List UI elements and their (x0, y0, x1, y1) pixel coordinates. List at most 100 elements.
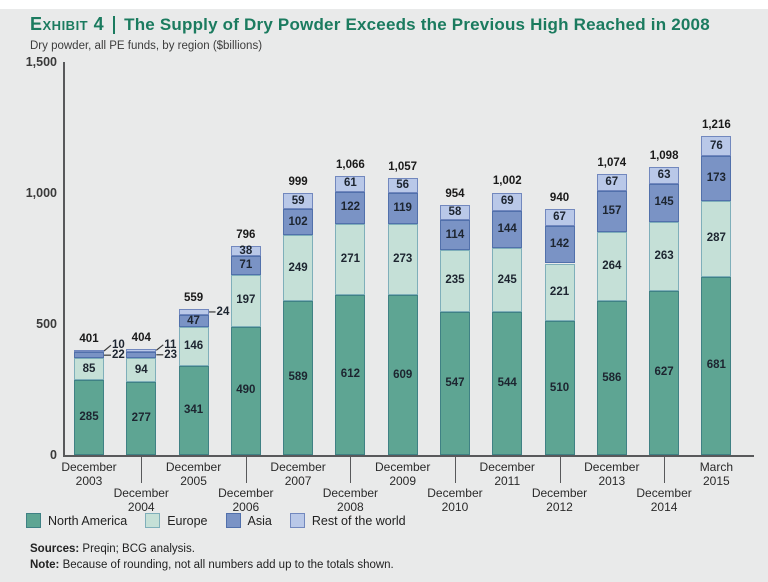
segment-value-label: 249 (288, 261, 308, 274)
x-axis-label-year: 2004 (127, 499, 155, 514)
bar-segment-rest-of-the-world (283, 193, 314, 209)
x-axis-label-year: 2010 (441, 499, 469, 514)
segment-value-label: 235 (445, 274, 465, 287)
bar-total-label: 796 (236, 229, 256, 242)
y-axis-tick-label: 1,000 (25, 186, 57, 200)
top-white-strip (0, 0, 768, 9)
segment-value-label: 61 (343, 177, 357, 190)
bar-segment-europe (387, 223, 418, 296)
bar-segment-europe (701, 201, 732, 277)
bar-total-label: 1,066 (336, 158, 365, 171)
segment-value-label-external: 23 (164, 348, 178, 361)
bar-total-label: 559 (183, 291, 204, 304)
x-axis-label-year: 2006 (232, 499, 260, 514)
segment-value-label: 144 (497, 222, 517, 235)
bar-segment-north-america (74, 380, 104, 455)
x-axis-label: December 2003 (47, 460, 131, 488)
x-axis-label: December 2005 (152, 460, 236, 488)
legend-item: Rest of the world (289, 513, 406, 528)
bar-segment-asia (387, 192, 418, 224)
page-title: The Supply of Dry Powder Exceeds the Pre… (124, 14, 710, 34)
segment-value-label: 277 (131, 412, 151, 425)
bar-segment-north-america (596, 301, 627, 455)
segment-value-label: 85 (82, 362, 96, 375)
bar-total-label: 999 (288, 176, 308, 189)
x-axis-label: December 2014 (622, 486, 706, 514)
segment-value-label: 544 (497, 377, 517, 390)
legend-swatch-north-america (26, 513, 41, 528)
bar-segment-asia (596, 191, 627, 233)
bar-segment-europe (649, 221, 680, 291)
x-axis-label: December 2013 (570, 460, 654, 488)
x-axis-label: December 2007 (256, 460, 340, 488)
x-axis-tick (664, 456, 666, 483)
segment-value-label: 94 (134, 363, 148, 376)
segment-value-label: 263 (654, 249, 674, 262)
sources-line: Sources: Preqin; BCG analysis. (30, 542, 394, 558)
legend-item: Europe (145, 513, 208, 528)
exhibit-label: Exhibit 4 (30, 14, 105, 34)
bar-total-label: 1,057 (388, 161, 418, 174)
x-axis-label-year: 2015 (703, 473, 730, 488)
x-axis-label: December 2012 (518, 486, 602, 514)
x-axis-label: December 2008 (308, 486, 392, 514)
segment-value-label: 146 (183, 340, 204, 353)
bar-segment-rest-of-the-world (178, 308, 209, 316)
bar-segment-rest-of-the-world (492, 192, 523, 211)
y-axis-tick-label: 0 (50, 448, 57, 462)
bar-segment-north-america (335, 294, 366, 455)
segment-value-label-external: 11 (164, 338, 177, 351)
bar-segment-europe (178, 327, 209, 366)
bar-segment-europe (335, 223, 366, 295)
bar-segment-europe (126, 357, 157, 383)
bar-segment-north-america (126, 382, 157, 455)
x-axis-label-year: 2012 (546, 499, 573, 514)
segment-value-label: 63 (657, 169, 671, 182)
bar-total-label: 940 (549, 191, 570, 204)
segment-value-label: 221 (549, 285, 570, 298)
y-axis-tick-label: 1,500 (25, 55, 57, 69)
segment-value-label: 589 (288, 371, 308, 384)
segment-value-label: 681 (706, 359, 726, 372)
segment-value-label: 119 (393, 201, 412, 214)
segment-value-label: 102 (288, 215, 308, 228)
segment-value-label: 264 (602, 260, 622, 273)
x-axis-label-month: March (699, 460, 734, 474)
segment-value-label: 56 (396, 178, 410, 191)
chart-footer: Sources: Preqin; BCG analysis. Note: Bec… (30, 542, 394, 573)
x-axis-tick (141, 456, 143, 483)
x-axis-label-month: December (479, 460, 535, 474)
legend-item: Asia (225, 513, 272, 528)
segment-value-label: 490 (236, 384, 256, 397)
bar-segment-asia (701, 156, 732, 202)
segment-value-label: 245 (497, 273, 517, 286)
segment-value-label: 173 (706, 172, 726, 185)
x-axis-label-month: December (322, 486, 379, 500)
segment-value-label: 287 (706, 232, 726, 245)
x-axis-tick (350, 456, 352, 483)
chart-subtitle: Dry powder, all PE funds, by region ($bi… (30, 40, 263, 52)
bar-segment-north-america (439, 311, 470, 455)
segment-value-label: 547 (445, 376, 465, 389)
x-axis-label-month: December (427, 486, 483, 500)
bar-total-label: 1,074 (597, 156, 627, 169)
bar-total-label: 401 (79, 332, 99, 345)
bar-segment-north-america (492, 312, 523, 455)
x-axis-label-month: December (636, 486, 692, 500)
note-line: Note: Because of rounding, not all numbe… (30, 558, 394, 574)
bar-segment-rest-of-the-world (126, 348, 157, 352)
bar-segment-rest-of-the-world (596, 173, 627, 192)
bar-segment-europe (74, 358, 104, 381)
bar-segment-asia (283, 208, 314, 236)
x-axis-label-month: December (374, 460, 431, 474)
x-axis-tick (559, 456, 561, 483)
bar-segment-north-america (283, 300, 314, 455)
x-axis-tick (454, 456, 456, 483)
segment-value-label: 76 (709, 139, 723, 152)
bar-segment-asia (335, 191, 366, 224)
segment-value-label: 142 (549, 238, 570, 251)
sources-text: Preqin; BCG analysis. (82, 543, 195, 555)
bar-segment-north-america (230, 326, 261, 455)
x-axis-label-year: 2005 (180, 473, 207, 488)
